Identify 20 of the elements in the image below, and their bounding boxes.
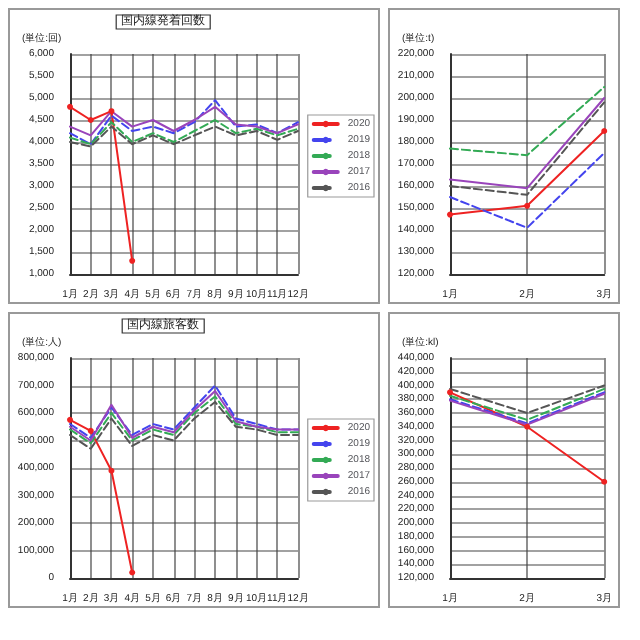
point (601, 478, 608, 485)
point (108, 467, 115, 474)
line-series (67, 103, 136, 264)
point (87, 427, 94, 434)
point (67, 416, 73, 423)
point (601, 128, 608, 134)
point (129, 569, 136, 576)
point (67, 103, 73, 110)
line-series (69, 105, 299, 137)
line-series (69, 119, 299, 146)
point (447, 211, 453, 218)
line-series (69, 125, 299, 148)
line-series (67, 416, 136, 576)
point (524, 202, 531, 209)
point (129, 257, 136, 264)
line-series (69, 99, 299, 146)
point (87, 117, 94, 123)
point (447, 389, 453, 396)
point (108, 108, 115, 115)
point (524, 423, 531, 430)
